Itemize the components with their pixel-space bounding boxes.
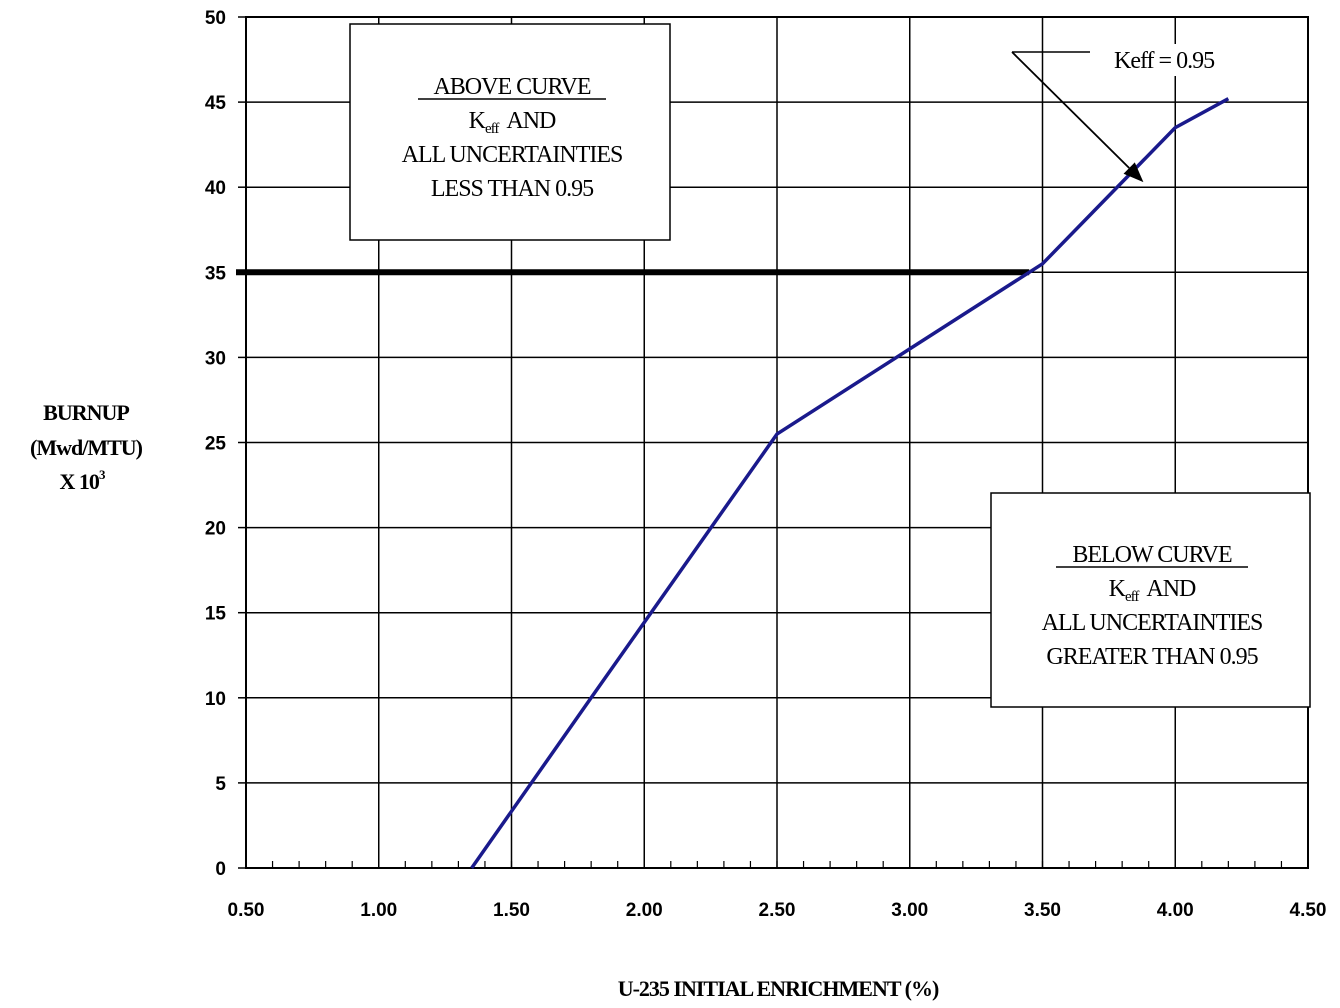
y-tick-label: 40 xyxy=(205,178,226,199)
y-tick-label: 35 xyxy=(205,263,227,284)
x-axis-title: U-235 INITIAL ENRICHMENT (%) xyxy=(618,976,939,1001)
minor-ticks xyxy=(238,16,1309,869)
y-axis-title-x10: X 10 xyxy=(60,469,100,494)
below-box-keff-line: Keff AND xyxy=(1109,576,1196,605)
above-box-k: K xyxy=(469,108,487,134)
y-tick-label: 10 xyxy=(205,689,226,710)
y-axis-title: BURNUP (Mwd/MTU) X 103 xyxy=(30,400,144,494)
x-tick-labels: 0.50 1.00 1.50 2.00 2.50 3.00 3.50 4.00 4.50 xyxy=(228,900,1327,921)
curve-label-bg xyxy=(1098,44,1242,76)
curve-label-arrow-line xyxy=(1011,51,1130,169)
y-tick-label: 50 xyxy=(205,8,226,29)
x-tick-label: 0.50 xyxy=(228,900,265,921)
plot-frame xyxy=(245,16,1309,869)
below-box-and: AND xyxy=(1146,576,1196,602)
below-box-line4: GREATER THAN 0.95 xyxy=(1046,644,1258,670)
y-axis-title-line2: (Mwd/MTU) xyxy=(30,435,143,460)
y-tick-label: 0 xyxy=(215,859,226,880)
y-tick-label: 5 xyxy=(215,774,226,795)
y-tick-labels: 0 5 10 15 20 25 30 35 40 45 50 xyxy=(205,8,227,880)
below-box-k-sub: eff xyxy=(1125,589,1139,605)
x-tick-label: 1.50 xyxy=(493,900,530,921)
x-tick-label: 3.50 xyxy=(1024,900,1061,921)
curve-label-arrowhead xyxy=(1123,162,1144,183)
below-box-frame xyxy=(990,492,1311,708)
y-tick-label: 15 xyxy=(205,604,227,625)
series-line-keff-095 xyxy=(470,97,1230,870)
y-axis-title-line3: X 103 xyxy=(60,467,106,494)
below-box-k: K xyxy=(1109,576,1127,602)
y-tick-label: 25 xyxy=(205,434,227,455)
below-box-title: BELOW CURVE xyxy=(1072,542,1232,568)
above-box-keff-line: Keff AND xyxy=(469,108,556,137)
above-box-k-sub: eff xyxy=(485,121,499,137)
y-tick-label: 30 xyxy=(205,348,226,369)
below-box-line3: ALL UNCERTAINTIES xyxy=(1042,610,1263,636)
y-axis-title-superscript: 3 xyxy=(99,467,106,482)
x-tick-label: 4.00 xyxy=(1157,900,1194,921)
x-tick-label: 2.00 xyxy=(626,900,663,921)
above-box-title: ABOVE CURVE xyxy=(433,74,590,100)
above-box-frame xyxy=(349,23,671,241)
above-box-and: AND xyxy=(506,108,556,134)
y-axis-title-line1: BURNUP xyxy=(43,400,129,425)
above-curve-box: ABOVE CURVE Keff AND ALL UNCERTAINTIES LE… xyxy=(349,23,671,241)
curve-label-group: Keff = 0.95 xyxy=(1011,44,1242,183)
y-tick-label: 45 xyxy=(205,93,227,114)
curve-label: Keff = 0.95 xyxy=(1114,48,1215,74)
x-tick-label: 2.50 xyxy=(759,900,796,921)
x-tick-label: 3.00 xyxy=(891,900,928,921)
y-tick-label: 20 xyxy=(205,519,226,540)
above-box-line4: LESS THAN 0.95 xyxy=(431,176,594,202)
above-box-line3: ALL UNCERTAINTIES xyxy=(402,142,623,168)
x-tick-label: 1.00 xyxy=(360,900,397,921)
below-curve-box: BELOW CURVE Keff AND ALL UNCERTAINTIES GR… xyxy=(990,492,1311,708)
x-tick-label: 4.50 xyxy=(1290,900,1327,921)
